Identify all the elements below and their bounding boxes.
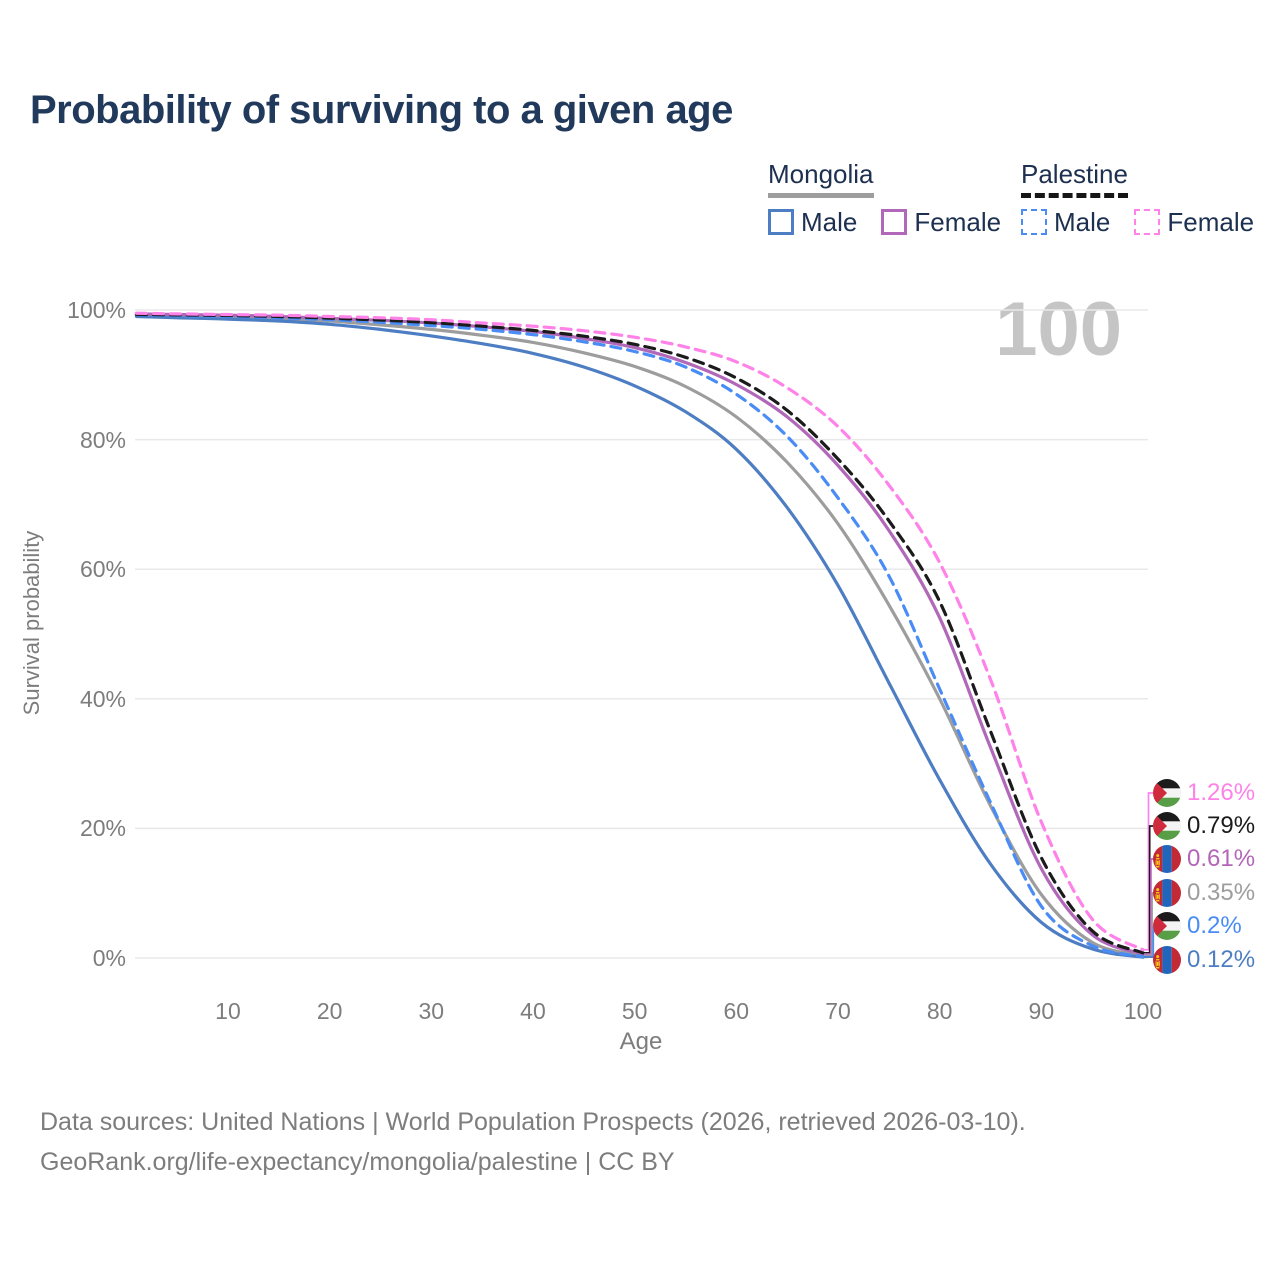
palestine-flag-icon bbox=[1153, 812, 1181, 840]
legend-label-palestine-female: Female bbox=[1167, 206, 1255, 237]
x-tick-label-30: 30 bbox=[418, 998, 445, 1024]
x-tick-label-50: 50 bbox=[621, 998, 648, 1024]
end-label-mongolia-both: 0.35% bbox=[1153, 878, 1255, 908]
y-tick-label-40: 40% bbox=[79, 685, 126, 712]
legend-swatch-palestine-female-icon bbox=[1134, 209, 1161, 236]
legend-item-mongolia-male: Male bbox=[768, 207, 857, 238]
legend-header-mongolia: Mongolia bbox=[768, 160, 874, 198]
y-tick-label-80: 80% bbox=[79, 426, 126, 453]
end-label-value: 0.2% bbox=[1187, 912, 1242, 939]
end-label-connector bbox=[1144, 858, 1153, 955]
end-label-connector bbox=[1144, 892, 1153, 957]
curve-palestine-male bbox=[134, 313, 1145, 959]
legend-label-mongolia-female: Female bbox=[914, 206, 1002, 237]
end-label-connector bbox=[1144, 825, 1153, 954]
x-tick-label-100: 100 bbox=[1123, 998, 1163, 1024]
end-label-value: 0.35% bbox=[1187, 879, 1256, 906]
y-tick-label-0: 0% bbox=[92, 945, 126, 971]
x-tick-label-90: 90 bbox=[1028, 998, 1055, 1024]
y-tick-label-60: 60% bbox=[79, 556, 126, 583]
footer-attribution: GeoRank.org/life-expectancy/mongolia/pal… bbox=[40, 1148, 675, 1176]
x-axis-title: Age bbox=[619, 1028, 663, 1055]
legend-swatch-mongolia-male-icon bbox=[768, 209, 794, 236]
y-tick-label-100: 100% bbox=[67, 297, 126, 323]
legend-swatch-palestine-male-icon bbox=[1021, 209, 1047, 236]
x-tick-label-40: 40 bbox=[520, 998, 546, 1024]
y-tick-label-20: 20% bbox=[79, 815, 126, 842]
end-label-value: 0.12% bbox=[1187, 946, 1256, 973]
mongolia-flag-icon bbox=[1153, 845, 1181, 873]
legend-label-palestine-male: Male bbox=[1054, 206, 1111, 237]
x-tick-label-10: 10 bbox=[215, 998, 241, 1024]
palestine-flag-icon bbox=[1153, 912, 1181, 940]
curve-mongolia-both bbox=[134, 313, 1145, 958]
legend-group-mongolia: Mongolia Male Female bbox=[768, 160, 1025, 238]
curve-palestine-female bbox=[134, 311, 1145, 952]
age-watermark: 100 bbox=[995, 287, 1122, 372]
x-tick-label-20: 20 bbox=[316, 998, 343, 1024]
end-label-value: 0.79% bbox=[1187, 812, 1256, 839]
legend-item-palestine-female: Female bbox=[1134, 207, 1254, 238]
end-label-mongolia-male: 0.12% bbox=[1153, 945, 1255, 975]
end-label-palestine-both: 0.79% bbox=[1153, 811, 1255, 841]
end-label-connector bbox=[1144, 792, 1153, 951]
curve-mongolia-male bbox=[134, 314, 1145, 959]
legend-label-mongolia-male: Male bbox=[801, 206, 858, 237]
legend-item-palestine-male: Male bbox=[1021, 207, 1110, 238]
end-label-value: 1.26% bbox=[1187, 779, 1256, 806]
legend-swatch-mongolia-female-icon bbox=[881, 209, 908, 236]
legend-group-palestine: Palestine Male Female bbox=[1021, 160, 1278, 238]
end-label-value: 0.61% bbox=[1187, 845, 1256, 872]
footer-data-sources: Data sources: United Nations | World Pop… bbox=[40, 1108, 1026, 1136]
legend-item-mongolia-female: Female bbox=[881, 207, 1001, 238]
legend-header-palestine: Palestine bbox=[1021, 160, 1128, 198]
x-tick-label-70: 70 bbox=[825, 998, 851, 1024]
end-label-mongolia-female: 0.61% bbox=[1153, 844, 1255, 874]
end-label-palestine-male: 0.2% bbox=[1153, 911, 1242, 941]
curve-palestine-both bbox=[134, 312, 1145, 955]
palestine-flag-icon bbox=[1153, 779, 1181, 807]
page-title: Probability of surviving to a given age bbox=[30, 88, 733, 132]
x-tick-label-80: 80 bbox=[926, 998, 953, 1024]
mongolia-flag-icon bbox=[1153, 879, 1181, 907]
curve-mongolia-female bbox=[134, 312, 1145, 956]
x-tick-label-60: 60 bbox=[723, 998, 750, 1024]
end-label-palestine-female: 1.26% bbox=[1153, 778, 1255, 808]
mongolia-flag-icon bbox=[1153, 946, 1181, 974]
